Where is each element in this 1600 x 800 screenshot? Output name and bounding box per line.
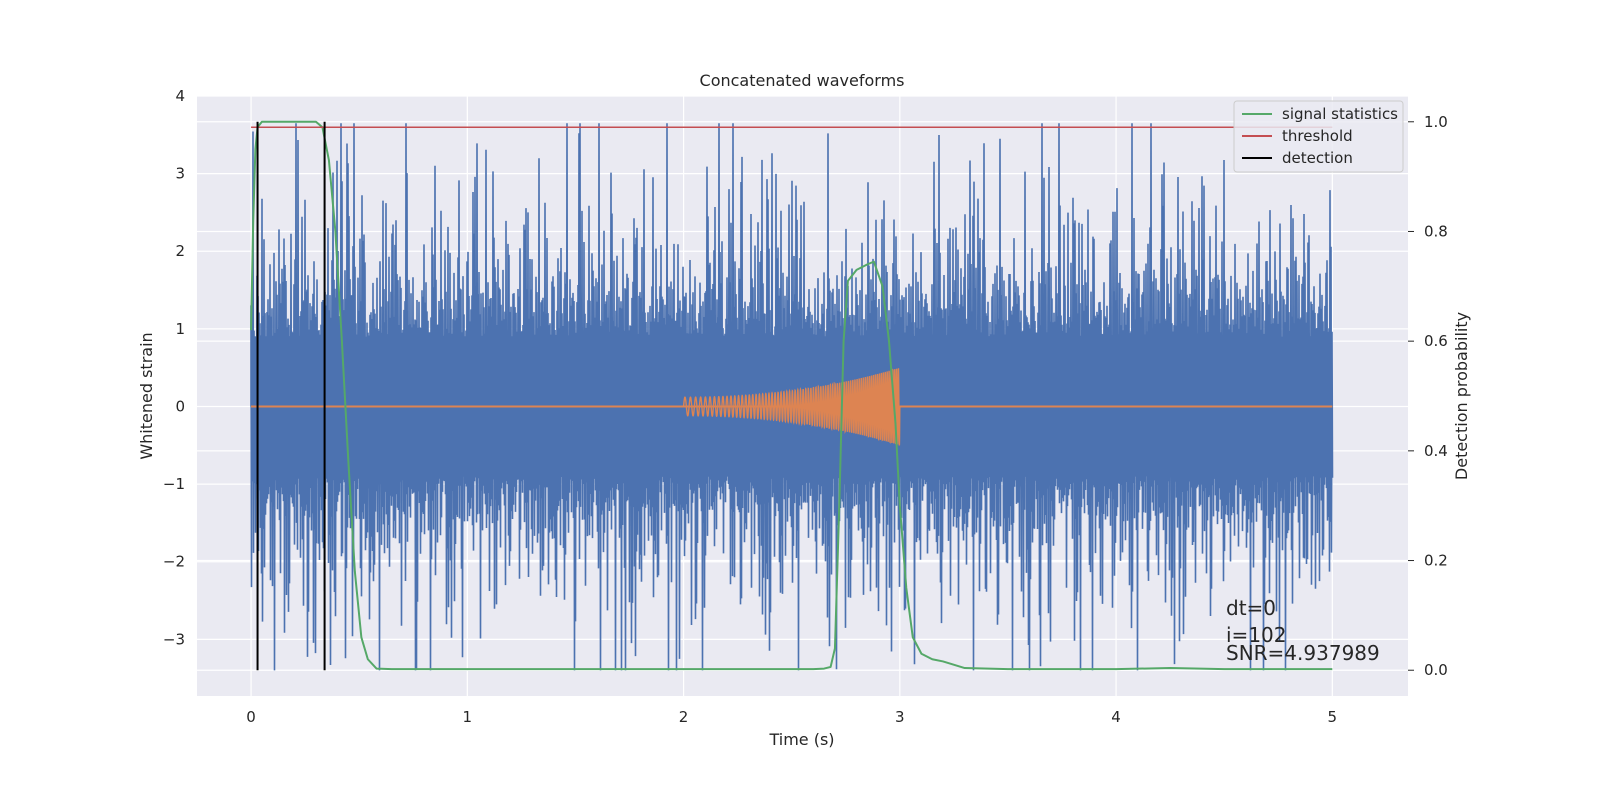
y-tick-label-2: −1 bbox=[163, 475, 185, 493]
y2-tick-label-3: 0.6 bbox=[1424, 332, 1448, 350]
y-tick-label-5: 2 bbox=[175, 242, 185, 260]
y2-tick-label-5: 1.0 bbox=[1424, 113, 1448, 131]
tick-labels: 0 1 2 3 4 5 −3 −2 −1 0 1 2 3 4 0.0 0.2 0.4 0.6 0.8 1.0 bbox=[163, 87, 1448, 726]
legend-label-threshold: threshold bbox=[1282, 127, 1353, 145]
y-tick-label-6: 3 bbox=[175, 165, 185, 183]
x-tick-label-0: 0 bbox=[246, 708, 256, 726]
y2-axis-label: Detection probability bbox=[1452, 312, 1471, 480]
annotation-dt: dt=0 bbox=[1226, 596, 1276, 620]
detection-layer bbox=[256, 121, 326, 671]
y-tick-label-7: 4 bbox=[175, 87, 185, 105]
x-tick-label-4: 4 bbox=[1111, 708, 1121, 726]
injected-chirp bbox=[682, 368, 901, 446]
y-axis-label: Whitened strain bbox=[137, 332, 156, 459]
y2-tick-label-0: 0.0 bbox=[1424, 661, 1448, 679]
y2-tick-label-1: 0.2 bbox=[1424, 552, 1448, 570]
x-tick-label-2: 2 bbox=[679, 708, 689, 726]
annotation-snr: SNR=4.937989 bbox=[1226, 641, 1380, 665]
y2-tick-label-2: 0.4 bbox=[1424, 442, 1448, 460]
chart-title: Concatenated waveforms bbox=[700, 71, 905, 90]
y2-tick-label-4: 0.8 bbox=[1424, 222, 1448, 240]
strain-series bbox=[250, 123, 1334, 671]
legend-label-detection: detection bbox=[1282, 149, 1353, 167]
y-tick-label-3: 0 bbox=[175, 397, 185, 415]
signal-statistics-layer bbox=[250, 120, 1333, 671]
y-tick-label-0: −3 bbox=[163, 630, 185, 648]
injected-chirp-layer bbox=[251, 368, 1333, 446]
legend-label-signal-statistics: signal statistics bbox=[1282, 105, 1398, 123]
legend-box bbox=[1233, 100, 1404, 173]
x-tick-label-5: 5 bbox=[1328, 708, 1338, 726]
signal-statistics-line bbox=[250, 120, 1333, 671]
y-tick-label-1: −2 bbox=[163, 553, 185, 571]
x-tick-label-3: 3 bbox=[895, 708, 905, 726]
strain-series-layer bbox=[250, 123, 1334, 671]
legend: signal statistics threshold detection bbox=[1233, 100, 1404, 173]
annotation-i: i=102 bbox=[1226, 623, 1287, 647]
x-axis-label: Time (s) bbox=[768, 730, 834, 749]
x-tick-label-1: 1 bbox=[463, 708, 473, 726]
y-tick-label-4: 1 bbox=[175, 320, 185, 338]
